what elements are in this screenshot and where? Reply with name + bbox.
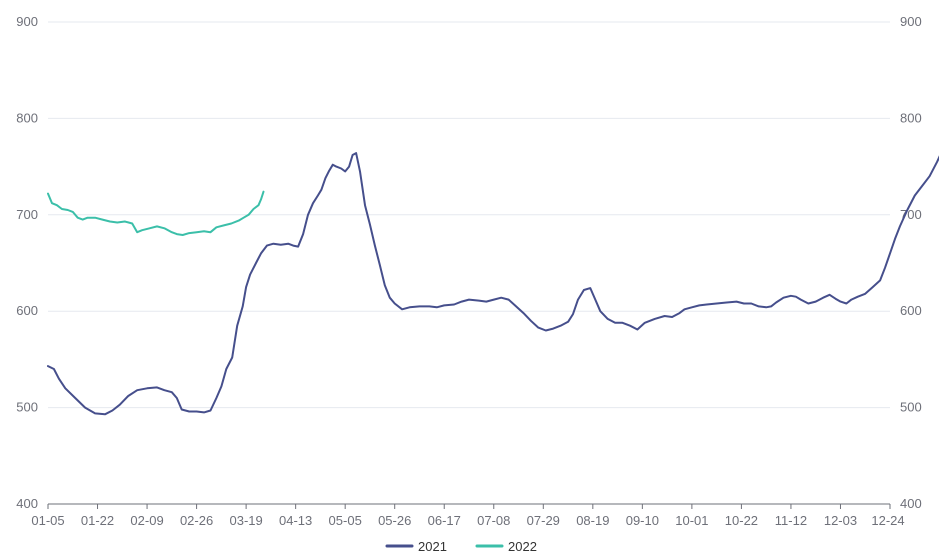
x-tick-label-04-13: 04-13 — [279, 513, 312, 528]
legend-label-2022: 2022 — [508, 539, 537, 554]
y-tick-left-600: 600 — [16, 303, 38, 318]
x-tick-label-03-19: 03-19 — [229, 513, 262, 528]
x-tick-label-11-12: 11-12 — [775, 513, 807, 528]
y-tick-right-400: 400 — [900, 496, 922, 511]
x-tick-label-01-05: 01-05 — [31, 513, 64, 528]
axes: 400 400 500 500 600 600 700 700 800 800 900 900 01-0… — [16, 14, 921, 528]
legend-label-2021: 2021 — [418, 539, 447, 554]
x-tick-label-07-08: 07-08 — [477, 513, 510, 528]
x-tick-label-01-22: 01-22 — [81, 513, 114, 528]
x-tick-label-02-26: 02-26 — [180, 513, 213, 528]
y-tick-right-500: 500 — [900, 400, 922, 415]
x-tick-label-12-03: 12-03 — [824, 513, 857, 528]
y-tick-right-600: 600 — [900, 303, 922, 318]
y-tick-left-400: 400 — [16, 496, 38, 511]
x-tick-label-02-09: 02-09 — [130, 513, 163, 528]
x-tick-label-05-05: 05-05 — [329, 513, 362, 528]
legend-item-2021[interactable]: 2021 — [385, 539, 447, 554]
series-line-2021 — [47, 152, 939, 416]
grid-lines — [48, 21, 890, 409]
y-tick-right-800: 800 — [900, 110, 922, 125]
x-tick-label-12-24: 12-24 — [871, 513, 904, 528]
x-tick-label-05-26: 05-26 — [378, 513, 411, 528]
x-tick-label-08-19: 08-19 — [576, 513, 609, 528]
legend-item-2022[interactable]: 2022 — [475, 539, 537, 554]
series-group — [47, 152, 939, 416]
x-tick-label-09-10: 09-10 — [626, 513, 659, 528]
x-tick-label-07-29: 07-29 — [527, 513, 560, 528]
y-tick-left-500: 500 — [16, 400, 38, 415]
y-tick-left-800: 800 — [16, 110, 38, 125]
x-tick-label-06-17: 06-17 — [428, 513, 461, 528]
y-tick-right-700: 700 — [900, 207, 922, 222]
y-tick-left-700: 700 — [16, 207, 38, 222]
x-tick-label-10-01: 10-01 — [675, 513, 708, 528]
series-line-2022 — [47, 190, 265, 236]
x-tick-label-10-22: 10-22 — [725, 513, 758, 528]
legend[interactable]: 2021 2022 — [385, 539, 537, 554]
y-tick-left-900: 900 — [16, 14, 38, 29]
y-tick-right-900: 900 — [900, 14, 922, 29]
